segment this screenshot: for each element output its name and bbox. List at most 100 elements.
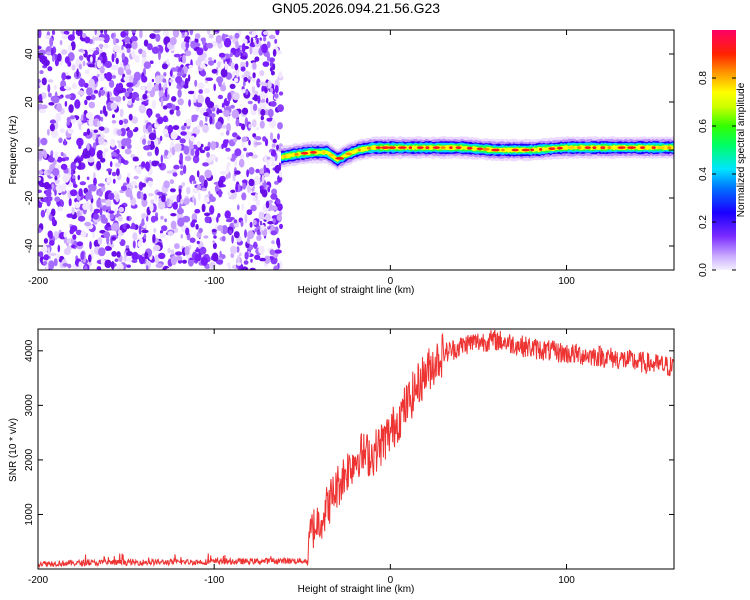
spectrogram-noise-cell (245, 90, 249, 95)
spectrogram-noise-cell (169, 179, 175, 185)
spectrogram-noise-cell (188, 90, 195, 95)
chart-title: GN05.2026.094.21.56.G23 (272, 0, 440, 16)
spectrogram-peak-cell (466, 146, 473, 150)
spectrogram-noise-cell (53, 258, 58, 267)
spectrogram-noise-cell (82, 202, 89, 210)
spectrogram-noise-cell (126, 69, 132, 76)
spectrogram-noise-cell (43, 238, 49, 244)
spectrogram-noise-cell (268, 57, 275, 63)
spectrogram-peak-cell (521, 148, 531, 152)
spectrogram-noise-cell (212, 242, 217, 250)
spectrogram-noise-cell (223, 110, 231, 117)
colorbar-tick-label: 0.4 (698, 167, 709, 181)
spectrogram-y-tick-label: -20 (24, 190, 35, 205)
spectrogram-noise-cell (167, 231, 174, 237)
spectrogram-noise-cell (162, 78, 167, 83)
spectrogram-noise-cell (140, 213, 147, 219)
spectrogram-noise-cell (51, 183, 54, 190)
spectrogram-noise-cell (221, 33, 226, 42)
spectrogram-noise-cell (147, 180, 153, 187)
spectrogram-noise-cell (118, 206, 125, 213)
spectrogram-peak-cell (375, 146, 381, 150)
spectrogram-noise-cell (264, 155, 268, 163)
spectrogram-noise-cell (38, 108, 47, 114)
spectrogram-noise-cell (132, 240, 136, 249)
spectrogram-noise-cell (194, 79, 198, 87)
spectrogram-noise-cell (114, 95, 122, 103)
spectrogram-noise-cell (75, 30, 83, 36)
spectrogram-noise-cell (104, 110, 108, 117)
spectrogram-noise-cell (123, 251, 127, 262)
spectrogram-noise-cell (99, 208, 103, 216)
spectrogram-noise-cell (41, 77, 47, 86)
spectrogram-noise-cell (233, 138, 238, 143)
spectrogram-noise-cell (97, 183, 105, 187)
spectrogram-noise-cell (227, 191, 233, 196)
spectrogram-noise-cell (203, 235, 209, 239)
spectrogram-noise-cell (240, 185, 243, 191)
spectrogram-noise-cell (175, 76, 183, 84)
spectrogram-noise-cell (77, 215, 86, 222)
spectrogram-noise-cell (175, 251, 183, 256)
spectrogram-noise-cell (118, 119, 124, 126)
spectrogram-noise-cell (266, 160, 270, 168)
spectrogram-noise-cell (238, 122, 243, 127)
spectrogram-noise-cell (157, 116, 164, 125)
snr-y-tick-label: 4000 (24, 339, 35, 362)
spectrogram-noise-cell (101, 185, 106, 192)
spectrogram-noise-cell (55, 184, 64, 194)
spectrogram-noise-cell (195, 223, 199, 230)
spectrogram-noise-cell (106, 168, 113, 172)
spectrogram-peak-cell (482, 147, 490, 151)
spectrogram-noise-cell (181, 125, 186, 131)
spectrogram-noise-cell (261, 211, 265, 221)
spectrogram-noise-cell (267, 221, 274, 225)
spectrogram-noise-cell (43, 150, 48, 159)
spectrogram-peak-cell (576, 146, 582, 150)
spectrogram-noise-cell (264, 213, 272, 221)
spectrogram-peak-cell (282, 155, 288, 158)
spectrogram-noise-cell (38, 151, 44, 160)
spectrogram-noise-cell (248, 167, 255, 175)
spectrogram-noise-cell (182, 259, 187, 264)
spectrogram-noise-cell (233, 231, 240, 239)
spectrogram-noise-cell (204, 57, 208, 66)
spectrogram-noise-cell (129, 74, 134, 84)
spectrogram-noise-cell (104, 147, 109, 153)
spectrogram-noise-cell (172, 172, 178, 177)
spectrogram-noise-cell (104, 60, 113, 69)
spectrogram-noise-cell (256, 127, 260, 131)
spectrogram-noise-cell (107, 91, 110, 102)
spectrogram-noise-cell (86, 142, 90, 151)
spectrogram-noise-cell (78, 261, 82, 270)
spectrogram-noise-cell (208, 33, 214, 39)
spectrogram-noise-cell (48, 102, 55, 106)
spectrogram-noise-cell (208, 60, 215, 66)
spectrogram-noise-cell (145, 90, 148, 95)
colorbar-tick-label: 0.8 (698, 71, 709, 85)
spectrogram-y-tick-label: 0 (24, 147, 35, 153)
spectrogram-noise-cell (213, 59, 217, 64)
spectrogram-noise-cell (201, 187, 207, 192)
spectrogram-noise-cell (85, 112, 94, 119)
spectrogram-noise-cell (147, 43, 153, 51)
spectrogram-noise-cell (38, 228, 42, 233)
spectrogram-noise-cell (279, 211, 283, 216)
spectrogram-noise-cell (185, 42, 190, 49)
spectrogram-noise-cell (124, 91, 130, 98)
spectrogram-noise-cell (78, 55, 84, 61)
spectrogram-noise-cell (50, 47, 54, 57)
spectrogram-noise-cell (98, 247, 106, 257)
spectrogram-noise-cell (43, 261, 48, 265)
spectrogram-noise-cell (56, 253, 60, 261)
spectrogram-peak-cell (408, 146, 413, 150)
spectrogram-noise-cell (123, 118, 129, 124)
spectrogram-noise-cell (209, 193, 214, 202)
spectrogram-noise-cell (215, 121, 222, 130)
spectrogram-noise-cell (68, 44, 72, 53)
spectrogram-noise-cell (141, 161, 146, 168)
spectrogram-noise-cell (111, 120, 117, 124)
spectrogram-noise-cell (136, 190, 142, 200)
spectrogram-noise-cell (97, 236, 103, 245)
spectrogram-noise-cell (184, 50, 192, 57)
